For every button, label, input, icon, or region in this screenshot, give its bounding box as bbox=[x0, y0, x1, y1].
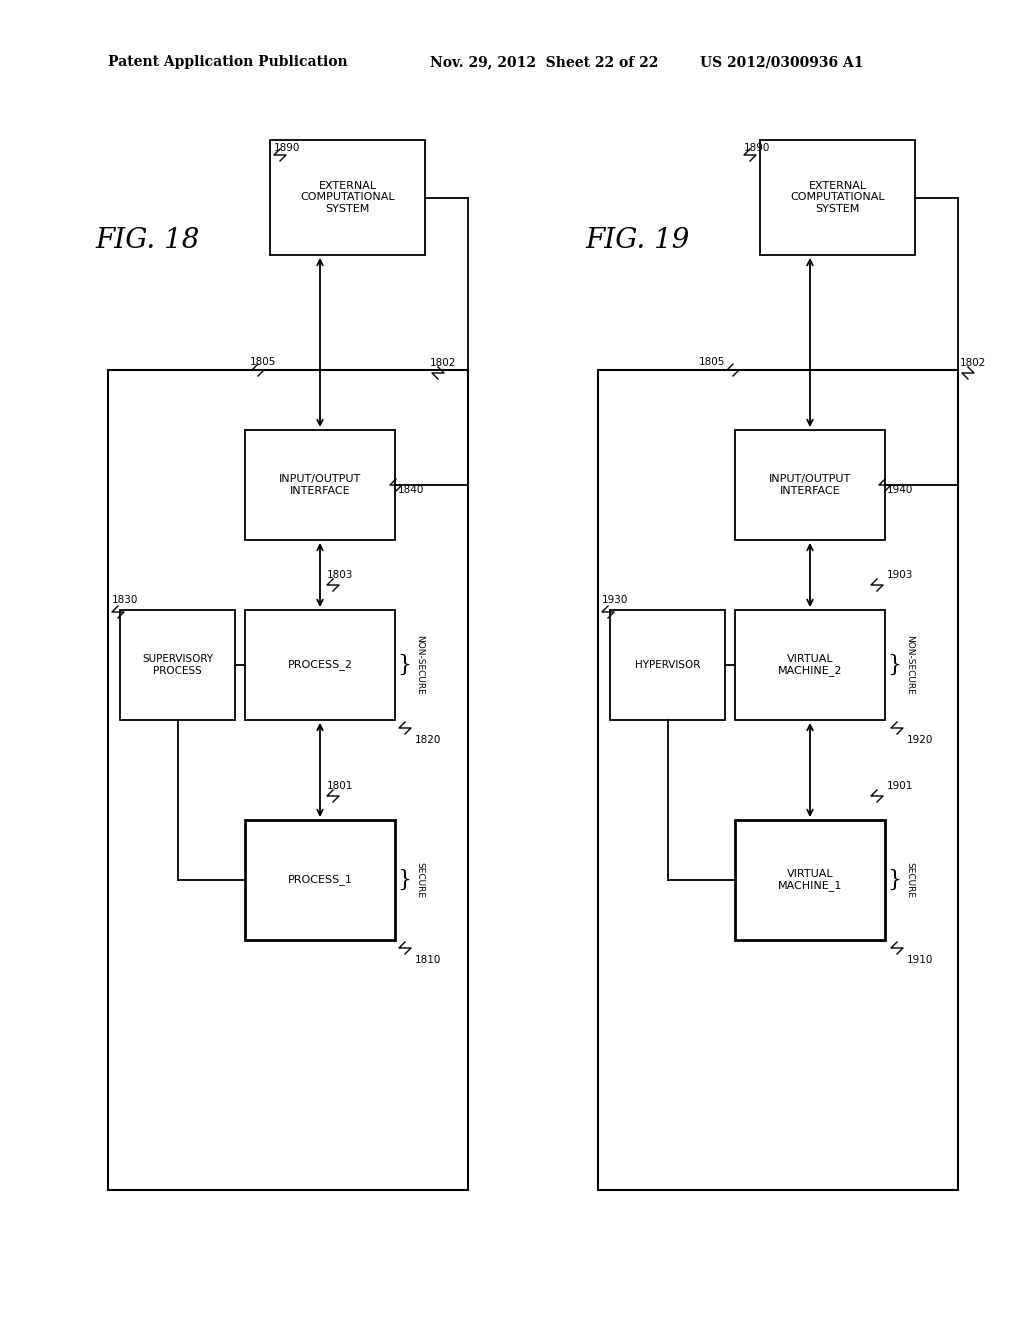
Text: }: } bbox=[397, 653, 411, 676]
Text: SECURE: SECURE bbox=[415, 862, 424, 898]
Text: INPUT/OUTPUT
INTERFACE: INPUT/OUTPUT INTERFACE bbox=[279, 474, 361, 496]
Text: EXTERNAL
COMPUTATIONAL
SYSTEM: EXTERNAL COMPUTATIONAL SYSTEM bbox=[791, 181, 885, 214]
Bar bbox=[245, 610, 395, 719]
Bar bbox=[270, 140, 425, 255]
Text: 1802: 1802 bbox=[430, 358, 457, 368]
Bar bbox=[735, 610, 885, 719]
Text: 1805: 1805 bbox=[250, 356, 276, 367]
Text: 1840: 1840 bbox=[398, 484, 424, 495]
Text: VIRTUAL
MACHINE_1: VIRTUAL MACHINE_1 bbox=[778, 869, 842, 891]
Text: 1801: 1801 bbox=[327, 781, 353, 791]
Text: HYPERVISOR: HYPERVISOR bbox=[635, 660, 700, 671]
Text: 1803: 1803 bbox=[327, 570, 353, 579]
Text: 1940: 1940 bbox=[887, 484, 913, 495]
Text: 1890: 1890 bbox=[744, 143, 770, 153]
Bar bbox=[108, 370, 468, 1191]
Text: Patent Application Publication: Patent Application Publication bbox=[108, 55, 347, 69]
Text: NON-SECURE: NON-SECURE bbox=[905, 635, 914, 694]
Text: 1830: 1830 bbox=[112, 595, 138, 605]
Text: NON-SECURE: NON-SECURE bbox=[415, 635, 424, 694]
Text: PROCESS_1: PROCESS_1 bbox=[288, 875, 352, 886]
Bar bbox=[245, 430, 395, 540]
Text: 1920: 1920 bbox=[907, 735, 933, 744]
Bar bbox=[760, 140, 915, 255]
Bar bbox=[245, 820, 395, 940]
Text: SECURE: SECURE bbox=[905, 862, 914, 898]
Text: 1910: 1910 bbox=[907, 954, 933, 965]
Text: 1802: 1802 bbox=[961, 358, 986, 368]
Text: }: } bbox=[887, 869, 901, 891]
Text: 1903: 1903 bbox=[887, 570, 913, 579]
Text: 1820: 1820 bbox=[415, 735, 441, 744]
Text: SUPERVISORY
PROCESS: SUPERVISORY PROCESS bbox=[142, 655, 213, 676]
Text: PROCESS_2: PROCESS_2 bbox=[288, 660, 352, 671]
Text: }: } bbox=[397, 869, 411, 891]
Bar bbox=[735, 820, 885, 940]
Text: 1901: 1901 bbox=[887, 781, 913, 791]
Text: }: } bbox=[887, 653, 901, 676]
Text: 1930: 1930 bbox=[602, 595, 629, 605]
Text: 1890: 1890 bbox=[274, 143, 300, 153]
Text: FIG. 19: FIG. 19 bbox=[585, 227, 689, 253]
Bar bbox=[610, 610, 725, 719]
Bar bbox=[735, 430, 885, 540]
Text: Nov. 29, 2012  Sheet 22 of 22: Nov. 29, 2012 Sheet 22 of 22 bbox=[430, 55, 658, 69]
Text: EXTERNAL
COMPUTATIONAL
SYSTEM: EXTERNAL COMPUTATIONAL SYSTEM bbox=[300, 181, 395, 214]
Bar bbox=[598, 370, 958, 1191]
Bar bbox=[120, 610, 234, 719]
Text: 1810: 1810 bbox=[415, 954, 441, 965]
Text: INPUT/OUTPUT
INTERFACE: INPUT/OUTPUT INTERFACE bbox=[769, 474, 851, 496]
Text: VIRTUAL
MACHINE_2: VIRTUAL MACHINE_2 bbox=[778, 653, 843, 676]
Text: 1805: 1805 bbox=[698, 356, 725, 367]
Text: FIG. 18: FIG. 18 bbox=[95, 227, 200, 253]
Text: US 2012/0300936 A1: US 2012/0300936 A1 bbox=[700, 55, 863, 69]
